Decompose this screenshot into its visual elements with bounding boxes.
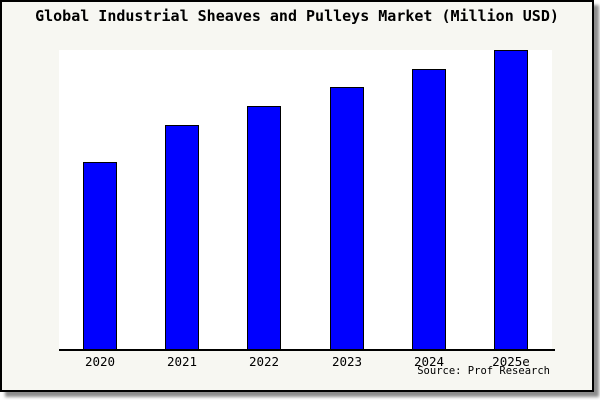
chart-title: Global Industrial Sheaves and Pulleys Ma… (35, 7, 559, 25)
x-tick-label-2025e: 2025e (492, 354, 530, 369)
bar-2022 (247, 106, 281, 350)
chart-panel: Global Industrial Sheaves and Pulleys Ma… (0, 0, 594, 392)
bar-2024 (412, 69, 446, 350)
x-axis-line (59, 349, 555, 351)
plot-area (59, 50, 552, 350)
x-tick-label-2020: 2020 (84, 354, 116, 369)
bar-2025e (494, 50, 528, 350)
x-axis-labels: 2020 2021 2022 2023 2024 2025e (2, 354, 592, 370)
x-tick-label-2022: 2022 (248, 354, 280, 369)
x-tick-label-2024: 2024 (413, 354, 445, 369)
source-credit: Source: Prof Research (417, 365, 550, 377)
bar-2020 (83, 162, 117, 350)
bar-2021 (165, 125, 199, 350)
x-tick-label-2021: 2021 (166, 354, 198, 369)
bar-2023 (330, 87, 364, 350)
x-tick-label-2023: 2023 (331, 354, 363, 369)
